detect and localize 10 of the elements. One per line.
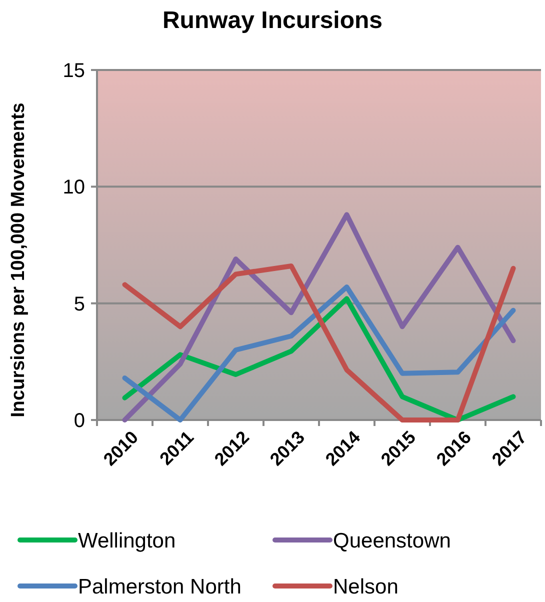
y-axis-title: Incursions per 100,000 Movements bbox=[8, 102, 29, 418]
y-tick-label: 5 bbox=[74, 293, 85, 316]
y-tick-label: 10 bbox=[62, 176, 85, 199]
y-tick-label: 0 bbox=[74, 410, 85, 432]
chart-title: Runway Incursions bbox=[162, 7, 383, 34]
legend-label: Queenstown bbox=[333, 529, 451, 552]
legend-label: Palmerston North bbox=[78, 575, 242, 598]
legend-label: Wellington bbox=[78, 529, 176, 552]
legend-label: Nelson bbox=[333, 575, 398, 598]
y-tick-label: 15 bbox=[62, 60, 85, 82]
